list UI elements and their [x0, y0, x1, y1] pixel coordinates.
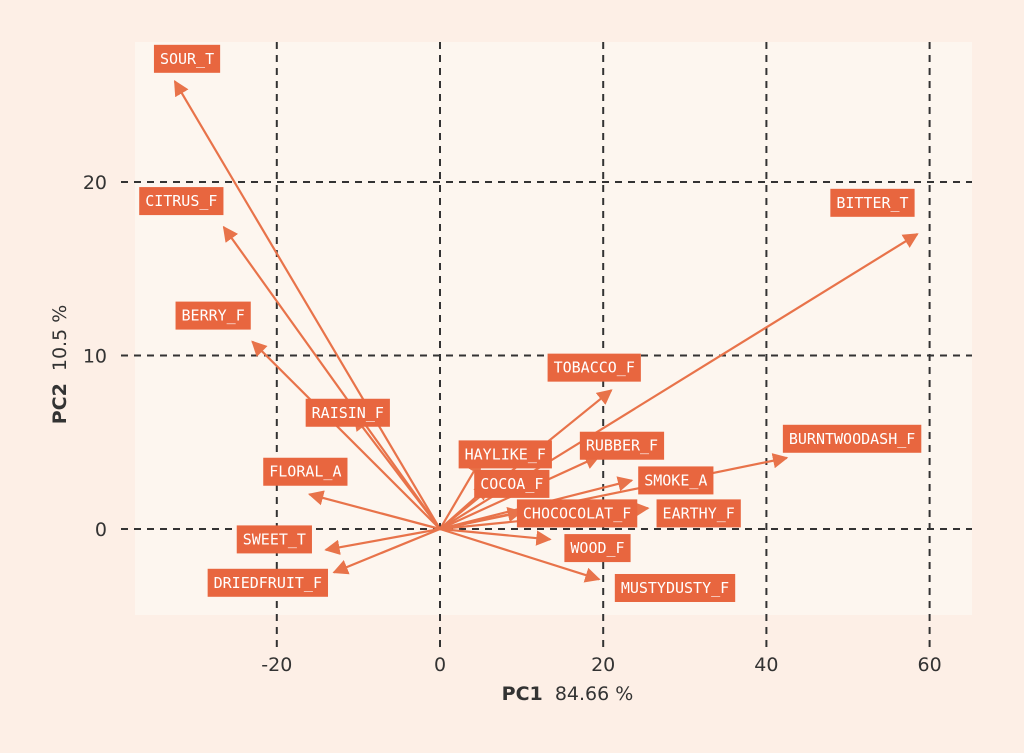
loading-label-box: [614, 573, 736, 602]
loading-label: DRIEDFRUIT_F: [207, 568, 329, 597]
loading-label-box: [516, 499, 638, 528]
loading-label-box: [474, 469, 550, 498]
loading-label-text: MUSTYDUSTY_F: [621, 579, 729, 597]
loading-label-text: WOOD_F: [570, 539, 624, 557]
loading-label-box: [175, 301, 251, 330]
loading-arrow: [173, 80, 441, 530]
y-axis-title: PC2 10.5 %: [49, 305, 71, 425]
loading-label-box: [139, 187, 224, 216]
loading-arrow: [332, 527, 441, 575]
loading-label-text: SWEET_T: [243, 530, 306, 548]
x-tick-label: -20: [261, 654, 292, 676]
loading-label-text: SOUR_T: [160, 50, 214, 68]
loading-label-box: [458, 440, 552, 469]
y-tick-label: 0: [95, 519, 107, 541]
y-tick-label: 20: [83, 172, 107, 194]
loading-label-box: [782, 424, 922, 453]
loading-arrow: [222, 225, 441, 530]
loading-arrow: [439, 527, 601, 583]
loading-label-box: [263, 457, 348, 486]
loading-label-text: HAYLIKE_F: [465, 445, 546, 463]
loading-label-text: SMOKE_A: [644, 471, 707, 489]
loading-label-box: [564, 534, 631, 563]
loading-label: HAYLIKE_F: [458, 440, 552, 469]
loading-label-text: TOBACCO_F: [554, 359, 635, 377]
loading-label-box: [579, 431, 665, 460]
loading-label: BURNTWOODASH_F: [782, 424, 922, 453]
loading-label-text: RAISIN_F: [312, 404, 384, 422]
y-axis-title-rest: 10.5 %: [49, 305, 71, 371]
loading-label: EARTHY_F: [656, 499, 741, 528]
loading-label: TOBACCO_F: [547, 353, 641, 382]
loading-label-text: BITTER_T: [836, 194, 908, 212]
loading-label-text: RUBBER_F: [586, 437, 658, 455]
x-axis-title-bold: PC1: [502, 683, 543, 705]
loading-label-text: CITRUS_F: [145, 192, 217, 210]
loading-label: SOUR_T: [153, 44, 221, 73]
loading-label-text: EARTHY_F: [663, 504, 735, 522]
x-axis-title-rest: 84.66 %: [555, 683, 634, 705]
loading-label-text: BURNTWOODASH_F: [789, 430, 915, 448]
loading-label-text: DRIEDFRUIT_F: [214, 574, 322, 592]
loading-label-box: [305, 398, 390, 427]
y-axis-title-bold: PC2: [49, 383, 71, 424]
loading-arrow: [439, 507, 524, 531]
x-tick-label: 60: [918, 654, 942, 676]
loading-label: RAISIN_F: [305, 398, 390, 427]
loading-label-box: [207, 568, 329, 597]
loading-label: RUBBER_F: [579, 431, 665, 460]
loading-label-box: [830, 188, 915, 217]
loading-arrow: [324, 527, 441, 555]
loading-label-text: FLORAL_A: [269, 463, 341, 481]
loading-label: CHOCOCOLAT_F: [516, 499, 638, 528]
axis-ticks: -20 0 20 40 60 0 10 20: [83, 172, 942, 676]
loading-arrow: [439, 527, 552, 546]
loading-label: WOOD_F: [564, 534, 631, 563]
loading-label: FLORAL_A: [263, 457, 348, 486]
loading-label: MUSTYDUSTY_F: [614, 573, 736, 602]
loading-label-text: BERRY_F: [182, 307, 245, 325]
loading-arrow: [251, 340, 441, 530]
loading-label: BITTER_T: [830, 188, 915, 217]
loading-label-box: [547, 353, 641, 382]
x-tick-label: 40: [754, 654, 778, 676]
loading-label: CITRUS_F: [139, 187, 224, 216]
y-tick-label: 10: [83, 346, 107, 368]
loading-label-box: [236, 525, 312, 554]
x-axis-title: PC1 84.66 %: [502, 683, 634, 705]
loading-label: SMOKE_A: [638, 466, 714, 495]
loading-label-text: COCOA_F: [480, 475, 543, 493]
loading-arrow: [307, 490, 441, 531]
loading-label-text: CHOCOCOLAT_F: [523, 504, 631, 522]
loading-arrow: [439, 458, 482, 530]
loading-arrow: [353, 414, 441, 530]
loading-label: COCOA_F: [474, 469, 550, 498]
loading-label-box: [656, 499, 741, 528]
x-tick-label: 0: [434, 654, 446, 676]
loading-label: SWEET_T: [236, 525, 312, 554]
x-tick-label: 20: [591, 654, 615, 676]
loading-labels: SOUR_T CITRUS_F BERRY_F RAISIN_F FLORAL_A SWE…: [139, 44, 922, 602]
loading-label: BERRY_F: [175, 301, 251, 330]
loading-label-box: [153, 44, 221, 73]
loading-label-box: [638, 466, 714, 495]
